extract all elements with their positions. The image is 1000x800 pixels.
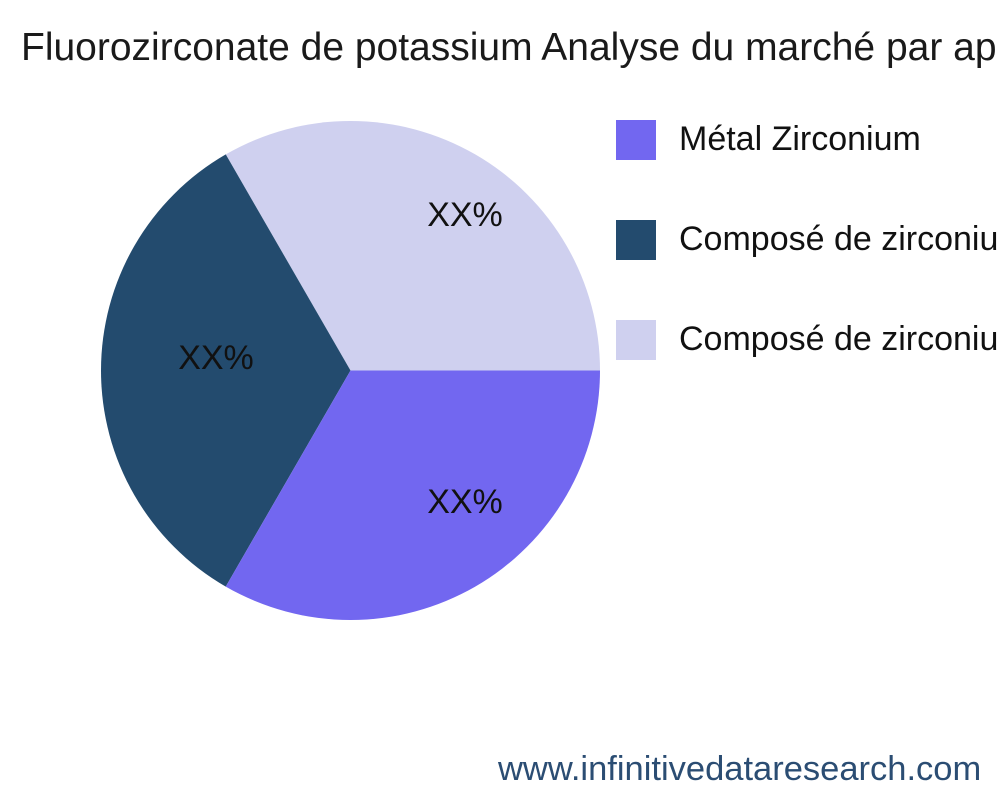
svg-text:XX%: XX% <box>427 483 503 521</box>
svg-text:XX%: XX% <box>427 196 503 234</box>
svg-text:XX%: XX% <box>178 339 254 377</box>
